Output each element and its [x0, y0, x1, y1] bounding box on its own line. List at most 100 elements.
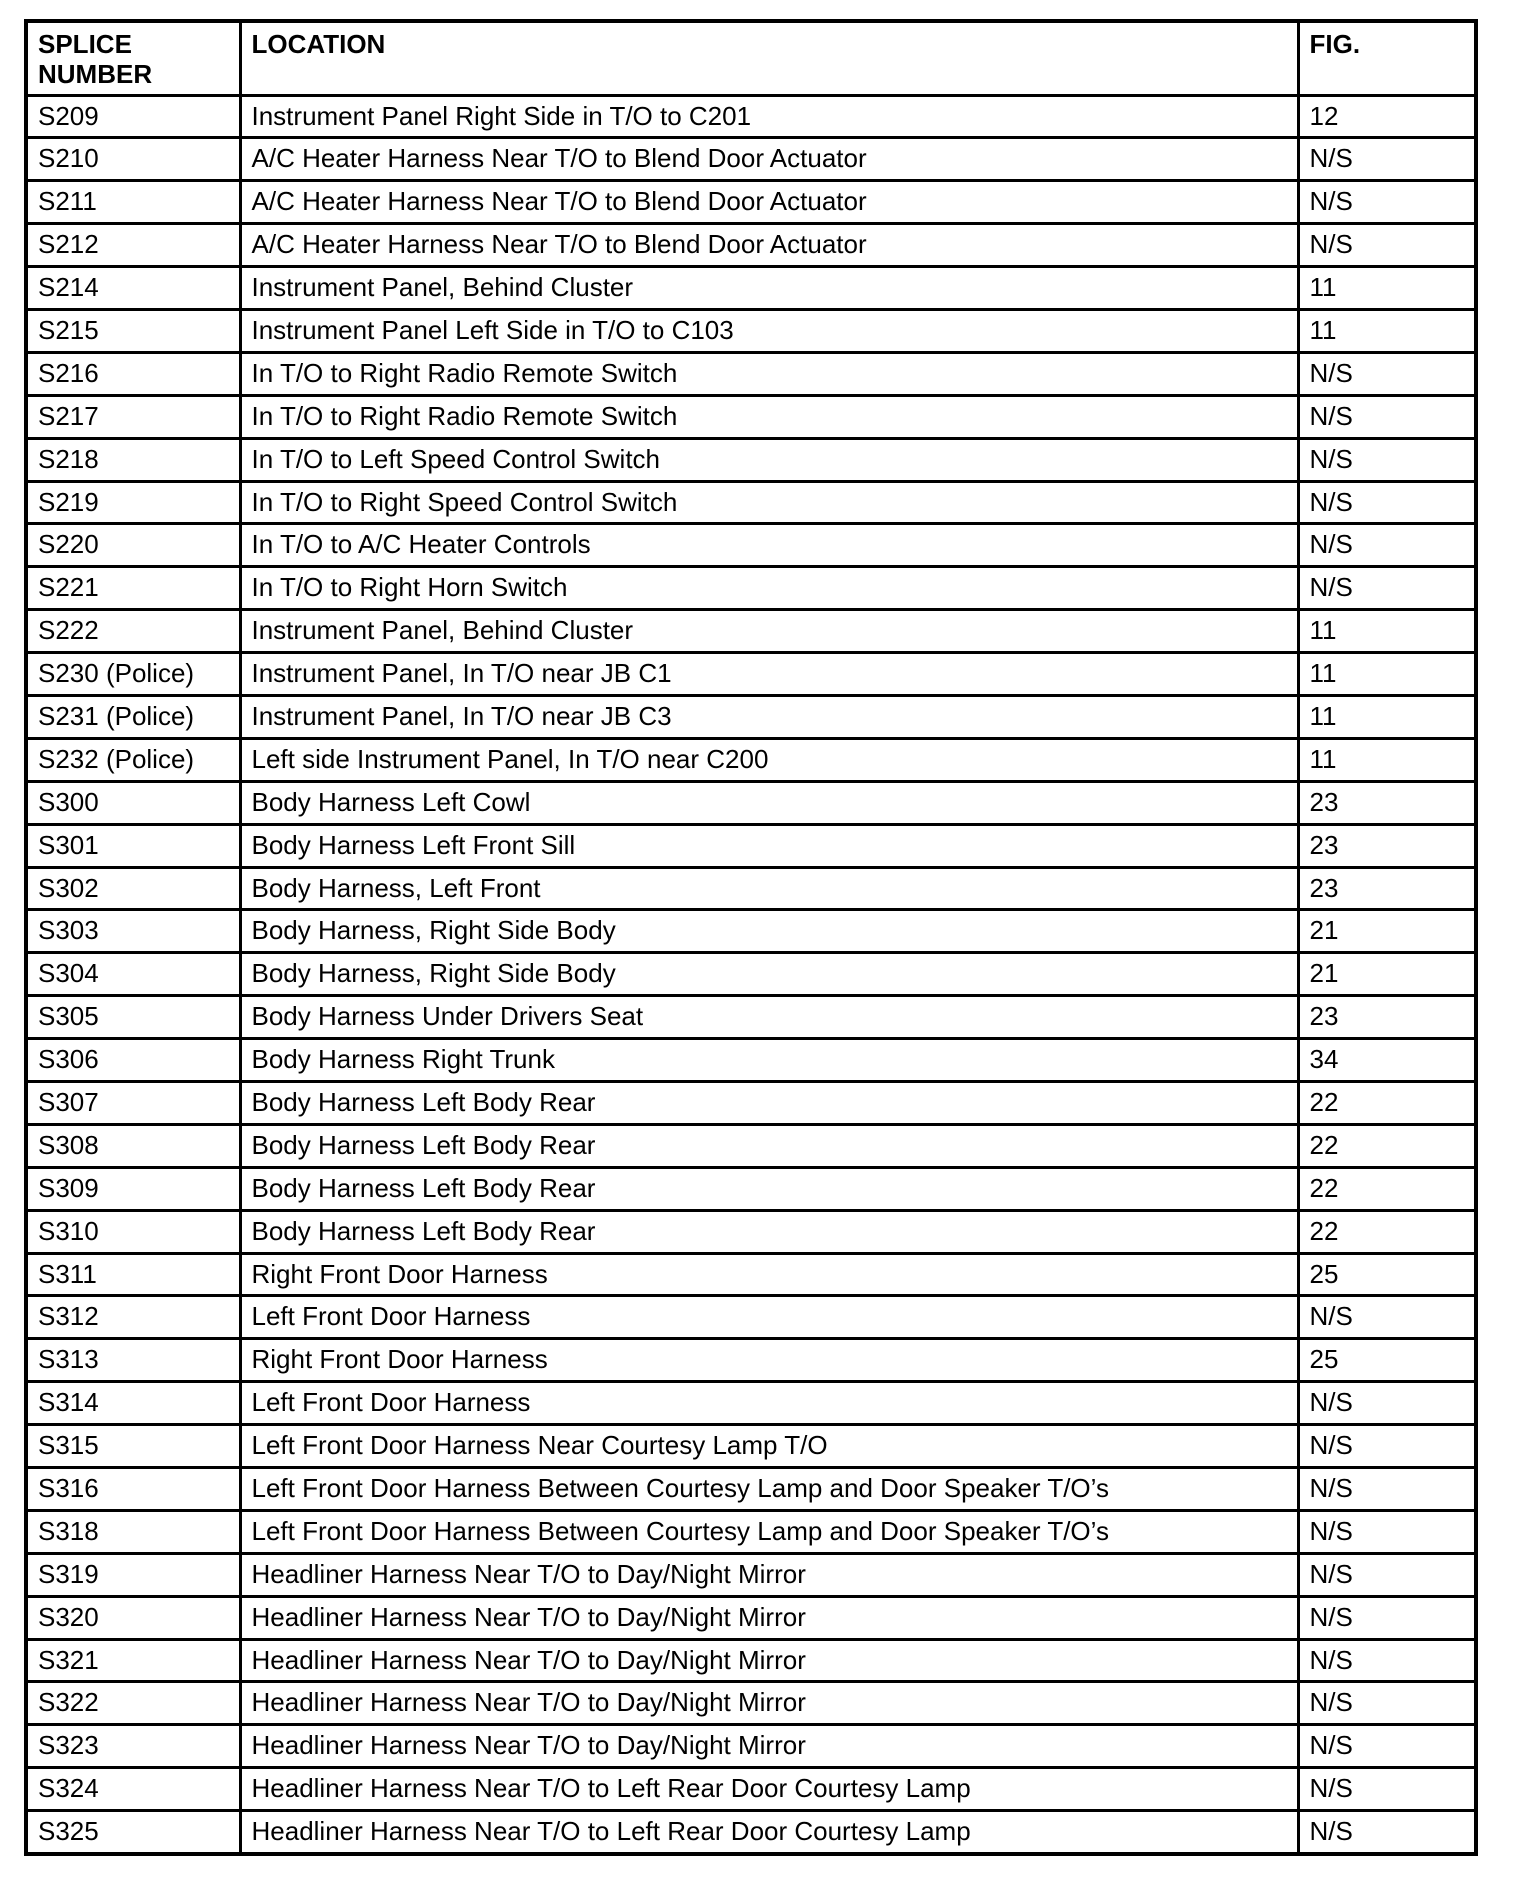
location-cell: A/C Heater Harness Near T/O to Blend Doo… — [238, 136, 1300, 183]
splice-location-table: SPLICE NUMBER LOCATION FIG. S209 Instrume… — [24, 19, 1478, 1856]
splice-number-cell: S311 — [24, 1251, 242, 1298]
table-row: S218 In T/O to Left Speed Control Switch N… — [24, 436, 1478, 483]
fig-cell: 21 — [1296, 908, 1478, 955]
location-cell: Right Front Door Harness — [238, 1251, 1300, 1298]
fig-cell: N/S — [1296, 1508, 1478, 1555]
splice-number-cell: S303 — [24, 908, 242, 955]
splice-number-cell: S315 — [24, 1423, 242, 1469]
splice-number-cell: S318 — [24, 1508, 242, 1555]
splice-number-cell: S309 — [24, 1165, 242, 1212]
table-row: S219 In T/O to Right Speed Control Switch… — [24, 479, 1478, 526]
table-row: S312 Left Front Door Harness N/S — [24, 1294, 1478, 1341]
splice-number-cell: S222 — [24, 608, 242, 655]
location-cell: In T/O to Left Speed Control Switch — [238, 436, 1300, 483]
fig-cell: 21 — [1296, 951, 1478, 998]
table-row: S216 In T/O to Right Radio Remote Switch N… — [24, 350, 1478, 397]
fig-cell: 23 — [1296, 865, 1478, 912]
splice-number-cell: S325 — [24, 1809, 242, 1856]
location-cell: In T/O to A/C Heater Controls — [238, 522, 1300, 569]
splice-number-cell: S218 — [24, 436, 242, 483]
fig-cell: N/S — [1296, 479, 1478, 526]
fig-cell: N/S — [1296, 1466, 1478, 1512]
fig-cell: 23 — [1296, 822, 1478, 869]
table-body: S209 Instrument Panel Right Side in T/O t… — [24, 93, 1478, 1856]
location-cell: Body Harness Left Body Rear — [238, 1165, 1300, 1212]
table-row: S310 Body Harness Left Body Rear 22 — [24, 1208, 1478, 1255]
table-row: S222 Instrument Panel, Behind Cluster 11 — [24, 608, 1478, 655]
splice-number-cell: S320 — [24, 1594, 242, 1641]
splice-number-cell: S322 — [24, 1680, 242, 1727]
fig-cell: N/S — [1296, 1294, 1478, 1341]
table-row: S215 Instrument Panel Left Side in T/O to… — [24, 307, 1478, 354]
table-row: S210 A/C Heater Harness Near T/O to Blend… — [24, 136, 1478, 183]
splice-number-cell: S214 — [24, 265, 242, 311]
splice-number-cell: S321 — [24, 1637, 242, 1684]
splice-number-cell: S304 — [24, 951, 242, 998]
table-row: S221 In T/O to Right Horn Switch N/S — [24, 565, 1478, 612]
splice-number-cell: S232 (Police) — [24, 736, 242, 783]
fig-cell: N/S — [1296, 136, 1478, 183]
table-row: S230 (Police) Instrument Panel, In T/O ne… — [24, 651, 1478, 697]
fig-cell: N/S — [1296, 222, 1478, 269]
location-cell: Instrument Panel, Behind Cluster — [238, 608, 1300, 655]
location-cell: Headliner Harness Near T/O to Day/Night … — [238, 1723, 1300, 1770]
fig-cell: N/S — [1296, 522, 1478, 569]
table-row: S302 Body Harness, Left Front 23 — [24, 865, 1478, 912]
fig-cell: N/S — [1296, 436, 1478, 483]
location-cell: Left Front Door Harness Near Courtesy La… — [238, 1423, 1300, 1469]
table-row: S231 (Police) Instrument Panel, In T/O ne… — [24, 693, 1478, 740]
fig-cell: 22 — [1296, 1122, 1478, 1169]
location-cell: Instrument Panel Right Side in T/O to C2… — [238, 93, 1300, 140]
splice-number-cell: S212 — [24, 222, 242, 269]
fig-cell: 22 — [1296, 1208, 1478, 1255]
fig-cell: N/S — [1296, 1723, 1478, 1770]
table-row: S301 Body Harness Left Front Sill 23 — [24, 822, 1478, 869]
location-cell: In T/O to Right Speed Control Switch — [238, 479, 1300, 526]
fig-cell: N/S — [1296, 1594, 1478, 1641]
table-row: S324 Headliner Harness Near T/O to Left R… — [24, 1766, 1478, 1813]
table-row: S211 A/C Heater Harness Near T/O to Blend… — [24, 179, 1478, 226]
location-cell: Body Harness, Right Side Body — [238, 951, 1300, 998]
splice-number-cell: S307 — [24, 1079, 242, 1126]
table-row: S304 Body Harness, Right Side Body 21 — [24, 951, 1478, 998]
header-row: SPLICE NUMBER LOCATION FIG. — [24, 19, 1478, 97]
fig-cell: 22 — [1296, 1079, 1478, 1126]
fig-cell: 11 — [1296, 608, 1478, 655]
splice-number-cell: S306 — [24, 1037, 242, 1083]
fig-cell: 12 — [1296, 93, 1478, 140]
header-fig: FIG. — [1296, 19, 1478, 97]
splice-number-cell: S313 — [24, 1337, 242, 1384]
table-row: S212 A/C Heater Harness Near T/O to Blend… — [24, 222, 1478, 269]
fig-cell: 25 — [1296, 1337, 1478, 1384]
table-row: S311 Right Front Door Harness 25 — [24, 1251, 1478, 1298]
splice-number-cell: S220 — [24, 522, 242, 569]
splice-number-cell: S301 — [24, 822, 242, 869]
table-row: S318 Left Front Door Harness Between Cour… — [24, 1508, 1478, 1555]
table-row: S320 Headliner Harness Near T/O to Day/Ni… — [24, 1594, 1478, 1641]
location-cell: Headliner Harness Near T/O to Day/Night … — [238, 1551, 1300, 1598]
table-row: S305 Body Harness Under Drivers Seat 23 — [24, 994, 1478, 1041]
location-cell: Left Front Door Harness — [238, 1380, 1300, 1427]
location-cell: Headliner Harness Near T/O to Day/Night … — [238, 1637, 1300, 1684]
location-cell: A/C Heater Harness Near T/O to Blend Doo… — [238, 222, 1300, 269]
table-row: S322 Headliner Harness Near T/O to Day/Ni… — [24, 1680, 1478, 1727]
table-row: S316 Left Front Door Harness Between Cour… — [24, 1466, 1478, 1512]
location-cell: Right Front Door Harness — [238, 1337, 1300, 1384]
fig-cell: N/S — [1296, 565, 1478, 612]
fig-cell: 11 — [1296, 265, 1478, 311]
location-cell: Body Harness Left Body Rear — [238, 1208, 1300, 1255]
table-row: S308 Body Harness Left Body Rear 22 — [24, 1122, 1478, 1169]
fig-cell: N/S — [1296, 1766, 1478, 1813]
fig-cell: N/S — [1296, 1680, 1478, 1727]
splice-number-cell: S209 — [24, 93, 242, 140]
location-cell: In T/O to Right Radio Remote Switch — [238, 350, 1300, 397]
splice-number-cell: S310 — [24, 1208, 242, 1255]
location-cell: Left Front Door Harness — [238, 1294, 1300, 1341]
header-splice-label: SPLICE NUMBER — [38, 29, 153, 89]
splice-number-cell: S305 — [24, 994, 242, 1041]
splice-number-cell: S217 — [24, 393, 242, 440]
location-cell: Body Harness Under Drivers Seat — [238, 994, 1300, 1041]
table-row: S232 (Police) Left side Instrument Panel,… — [24, 736, 1478, 783]
table-row: S325 Headliner Harness Near T/O to Left R… — [24, 1809, 1478, 1856]
splice-number-cell: S230 (Police) — [24, 651, 242, 697]
